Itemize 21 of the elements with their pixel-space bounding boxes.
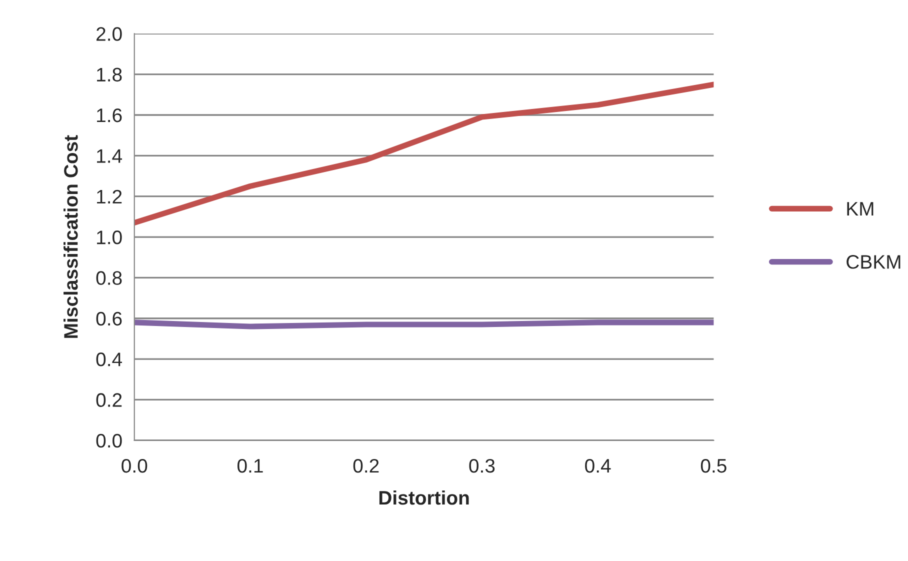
x-axis-title: Distortion: [379, 490, 469, 505]
y-axis-title: Misclassification Cost: [64, 135, 78, 338]
y-tick-label: 0.6: [96, 312, 122, 326]
y-tick-label: 0.8: [96, 271, 122, 285]
legend-label: KM: [847, 202, 874, 216]
y-tick-label: 1.2: [97, 190, 122, 204]
y-tick-label: 1.4: [97, 149, 122, 163]
y-tick-label: 1.6: [97, 108, 122, 122]
y-tick-label: 0.2: [96, 393, 122, 407]
x-tick-label: 0.4: [585, 458, 611, 473]
y-tick-label: 1.8: [97, 68, 122, 82]
legend-label: CBKM: [846, 255, 900, 269]
x-tick-label: 0.0: [122, 458, 148, 473]
y-tick-label: 2.0: [96, 27, 122, 41]
y-tick-label: 0.4: [96, 352, 122, 366]
x-tick-label: 0.2: [353, 458, 379, 473]
x-tick-label: 0.5: [700, 458, 726, 473]
y-tick-label: 0.0: [96, 434, 122, 448]
y-tick-label: 1.0: [97, 230, 122, 244]
x-tick-label: 0.1: [237, 458, 263, 473]
x-tick-label: 0.3: [469, 458, 495, 473]
